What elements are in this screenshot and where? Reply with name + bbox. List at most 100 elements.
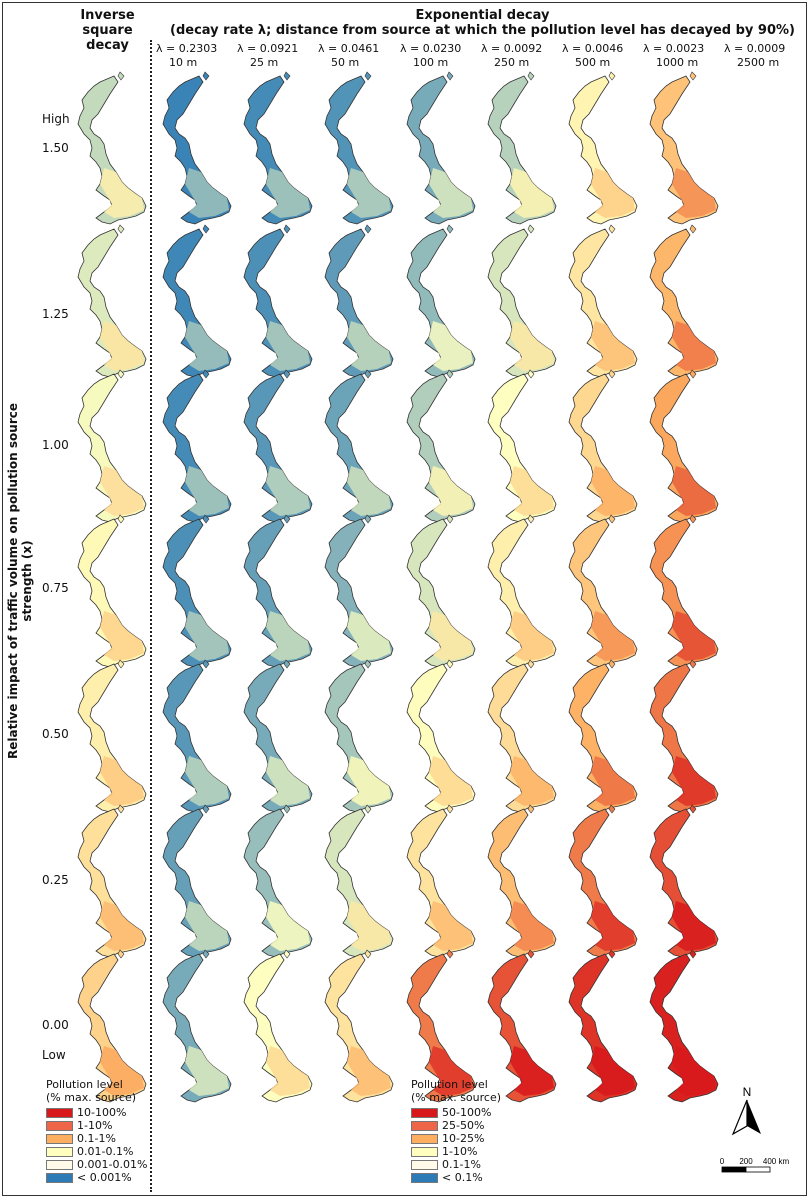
map-r1-c5 (406, 71, 476, 225)
column-header-3: λ = 0.0461 50 m (318, 42, 380, 69)
island-outline (608, 369, 616, 379)
gb-outline (324, 953, 394, 1103)
map-r6-c2 (162, 804, 232, 958)
row-label-1-00: 1.00 (42, 438, 69, 452)
map-r7-c8 (649, 949, 719, 1103)
island-outline (446, 514, 454, 524)
urban-england-area (429, 901, 473, 951)
legend-swatch (46, 1107, 73, 1118)
map-r7-c1 (77, 949, 147, 1103)
urban-england-area (185, 1046, 229, 1096)
map-r2-c4 (324, 224, 394, 378)
urban-england-area (429, 321, 473, 371)
island-outline (283, 514, 291, 524)
island-outline (446, 224, 454, 234)
island-outline (283, 369, 291, 379)
island-outline (527, 224, 535, 234)
urban-england-area (591, 321, 635, 371)
urban-england-area (510, 756, 554, 806)
island-outline (117, 949, 125, 959)
gb-outline (487, 953, 557, 1103)
legend-swatch (411, 1133, 438, 1144)
map-r5-c3 (243, 659, 313, 813)
island-outline (364, 804, 372, 814)
urban-england-area (429, 756, 473, 806)
map-r6-c8 (649, 804, 719, 958)
column-header-2: λ = 0.0921 25 m (237, 42, 299, 69)
map-r4-c2 (162, 514, 232, 668)
legend-inverse-square: Pollution level (% max. source) 10-100% … (46, 1078, 147, 1184)
urban-england-area (347, 611, 391, 661)
island-outline (117, 369, 125, 379)
legend-swatch (46, 1159, 73, 1170)
gb-outline (77, 75, 147, 225)
legend-item: 0.001-0.01% (46, 1158, 147, 1171)
map-r7-c5 (406, 949, 476, 1103)
gb-outline (243, 75, 313, 225)
island-outline (608, 71, 616, 81)
island-outline (364, 224, 372, 234)
row-label-0-75: 0.75 (42, 581, 69, 595)
urban-england-area (185, 901, 229, 951)
urban-england-area (429, 168, 473, 218)
scale-label-0: 0 (720, 1157, 725, 1166)
legend-swatch (46, 1146, 73, 1157)
urban-england-area (672, 1046, 716, 1096)
urban-england-area (591, 611, 635, 661)
legend-item: < 0.1% (411, 1171, 501, 1184)
legend-swatch (46, 1133, 73, 1144)
urban-england-area (510, 321, 554, 371)
map-r4-c6 (487, 514, 557, 668)
urban-england-area (510, 168, 554, 218)
row-label-1-50: 1.50 (42, 141, 69, 155)
island-outline (527, 71, 535, 81)
island-outline (446, 369, 454, 379)
map-r4-c1 (77, 514, 147, 668)
row-label-0-00: 0.00 (42, 1018, 69, 1032)
map-r2-c2 (162, 224, 232, 378)
urban-england-area (100, 901, 144, 951)
legend-swatch (411, 1172, 438, 1183)
urban-england-area (510, 466, 554, 516)
exponential-decay-title: Exponential decay (decay rate λ; distanc… (170, 8, 795, 38)
low-label: Low (42, 1048, 66, 1062)
map-r2-c5 (406, 224, 476, 378)
map-r3-c5 (406, 369, 476, 523)
gb-outline (649, 953, 719, 1103)
row-label-0-50: 0.50 (42, 727, 69, 741)
urban-england-area (510, 1046, 554, 1096)
scale-label-400: 400 km (763, 1157, 790, 1166)
urban-england-area (185, 756, 229, 806)
north-label: N (743, 1085, 752, 1099)
island-outline (117, 224, 125, 234)
urban-england-area (185, 321, 229, 371)
island-outline (446, 659, 454, 669)
scale-bar: 0 200 400 km (720, 1157, 790, 1173)
island-outline (689, 224, 697, 234)
map-r6-c4 (324, 804, 394, 958)
legend-swatch (46, 1120, 73, 1131)
legend-item: 50-100% (411, 1106, 501, 1119)
legend-item: 25-50% (411, 1119, 501, 1132)
urban-england-area (100, 168, 144, 218)
urban-england-area (100, 1046, 144, 1096)
island-outline (202, 804, 210, 814)
urban-england-area (591, 1046, 635, 1096)
column-header-8: λ = 0.0009 2500 m (724, 42, 786, 69)
urban-england-area (266, 168, 310, 218)
map-r1-c6 (487, 71, 557, 225)
gb-outline (568, 953, 638, 1103)
map-r7-c3 (243, 949, 313, 1103)
map-r2-c6 (487, 224, 557, 378)
map-r6-c1 (77, 804, 147, 958)
island-outline (117, 659, 125, 669)
urban-england-area (672, 168, 716, 218)
map-r5-c2 (162, 659, 232, 813)
map-r6-c7 (568, 804, 638, 958)
island-outline (689, 514, 697, 524)
map-r1-c1 (77, 71, 147, 225)
legend-exponential: Pollution level (% max. source) 50-100% … (411, 1078, 501, 1184)
urban-england-area (347, 168, 391, 218)
island-outline (689, 659, 697, 669)
island-outline (283, 659, 291, 669)
